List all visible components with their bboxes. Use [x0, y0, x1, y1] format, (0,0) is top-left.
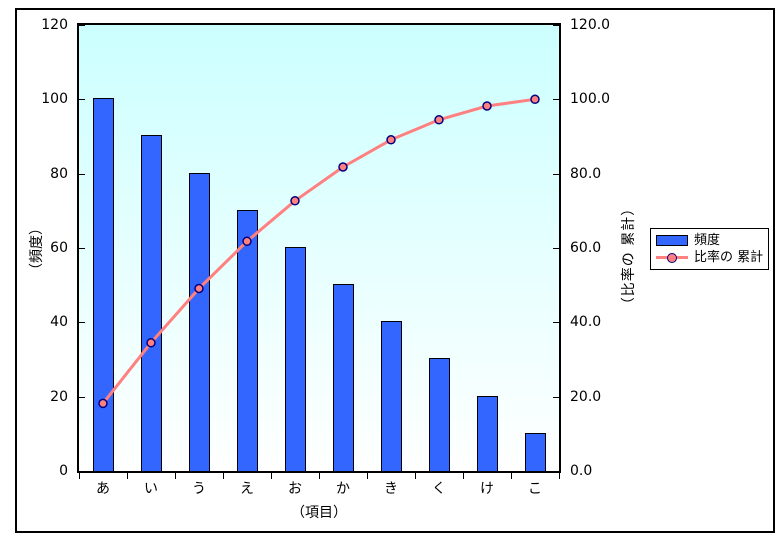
data-point-marker-あ: [98, 398, 108, 409]
x-axis-tick-mark: [175, 473, 176, 479]
y-axis-left-tick-label: 0: [59, 463, 68, 479]
cumulative-line: [101, 97, 537, 405]
y-axis-right-tick-label: 60.0: [570, 240, 602, 256]
plot-area: [77, 23, 561, 473]
legend-item-cumulative-ratio: 比率の 累計: [656, 249, 768, 265]
x-axis-category-label: う: [192, 481, 206, 497]
x-axis-category-label: あ: [96, 481, 110, 497]
line-marker-swatch-icon: [656, 252, 688, 263]
bar-こ: [524, 433, 546, 471]
y-axis-right-title: （比率の 累計）: [621, 200, 637, 312]
x-axis-category-label: き: [384, 481, 398, 497]
x-axis-category-label: え: [240, 481, 254, 497]
y-tick-mark: [553, 471, 559, 472]
y-axis-right-tick-label: 20.0: [570, 389, 602, 405]
data-point-marker-く: [434, 115, 444, 125]
y-axis-left-title: （頻度）: [29, 221, 45, 277]
x-axis-category-label: い: [144, 481, 158, 497]
cumulative-line-series: [98, 94, 540, 409]
legend-item-label: 比率の 累計: [694, 249, 764, 265]
x-axis-tick-mark: [271, 473, 272, 479]
y-axis-right-tick-label: 40.0: [570, 314, 602, 330]
bar-お: [284, 247, 306, 471]
y-tick-mark: [79, 471, 85, 472]
y-axis-left-tick-label: 40: [50, 314, 68, 330]
y-tick-mark: [553, 25, 559, 26]
y-tick-mark: [79, 25, 85, 26]
bar-あ: [92, 98, 114, 471]
y-axis-right-tick-label: 0.0: [570, 463, 593, 479]
x-axis-tick-mark: [463, 473, 464, 479]
y-axis-left-tick-label: 120: [41, 17, 68, 33]
y-tick-mark: [79, 174, 85, 175]
data-point-marker-け: [482, 101, 492, 111]
bar-け: [476, 396, 498, 471]
bar-く: [428, 358, 450, 471]
x-axis-tick-mark: [79, 473, 80, 479]
x-axis-category-label: お: [288, 481, 302, 497]
data-point-marker-き: [386, 135, 396, 145]
x-axis-title: （項目）: [291, 505, 347, 521]
bar-う: [188, 173, 210, 471]
y-axis-right-tick-label: 80.0: [570, 166, 602, 182]
x-axis-tick-mark: [127, 473, 128, 479]
y-tick-mark: [79, 248, 85, 249]
y-tick-mark: [79, 99, 85, 100]
y-axis-right-tick-label: 100.0: [570, 91, 611, 107]
y-axis-left-tick-label: 20: [50, 389, 68, 405]
bar-swatch-icon: [656, 235, 688, 246]
x-axis-tick-mark: [559, 473, 560, 479]
x-axis-category-label: か: [336, 481, 350, 497]
data-point-marker-う: [194, 283, 204, 294]
data-point-marker-こ: [530, 94, 540, 105]
data-point-marker-い: [146, 338, 156, 348]
bar-え: [236, 210, 258, 471]
x-axis-category-label: こ: [528, 481, 542, 497]
data-point-marker-か: [338, 162, 348, 172]
legend-item-frequency: 頻度: [656, 232, 768, 248]
y-tick-mark: [79, 322, 85, 323]
x-axis-tick-mark: [415, 473, 416, 479]
y-tick-mark: [553, 397, 559, 398]
y-tick-mark: [79, 397, 85, 398]
y-axis-left-tick-label: 80: [50, 166, 68, 182]
legend: 頻度 比率の 累計: [650, 228, 769, 270]
y-tick-mark: [553, 174, 559, 175]
data-point-marker-え: [242, 236, 252, 247]
x-axis-category-label: く: [432, 481, 446, 497]
bar-か: [332, 284, 354, 471]
x-axis-tick-mark: [367, 473, 368, 479]
x-axis-category-label: け: [480, 481, 494, 497]
x-axis-tick-mark: [511, 473, 512, 479]
x-axis-tick-mark: [319, 473, 320, 479]
bar-い: [140, 135, 162, 471]
y-axis-left-tick-label: 60: [50, 240, 68, 256]
y-tick-mark: [553, 322, 559, 323]
bar-き: [380, 321, 402, 471]
y-axis-right-tick-label: 120.0: [570, 17, 611, 33]
y-tick-mark: [553, 99, 559, 100]
y-tick-mark: [553, 248, 559, 249]
legend-item-label: 頻度: [694, 232, 721, 248]
x-axis-tick-mark: [223, 473, 224, 479]
data-point-marker-お: [290, 196, 300, 206]
y-axis-left-tick-label: 100: [41, 91, 68, 107]
